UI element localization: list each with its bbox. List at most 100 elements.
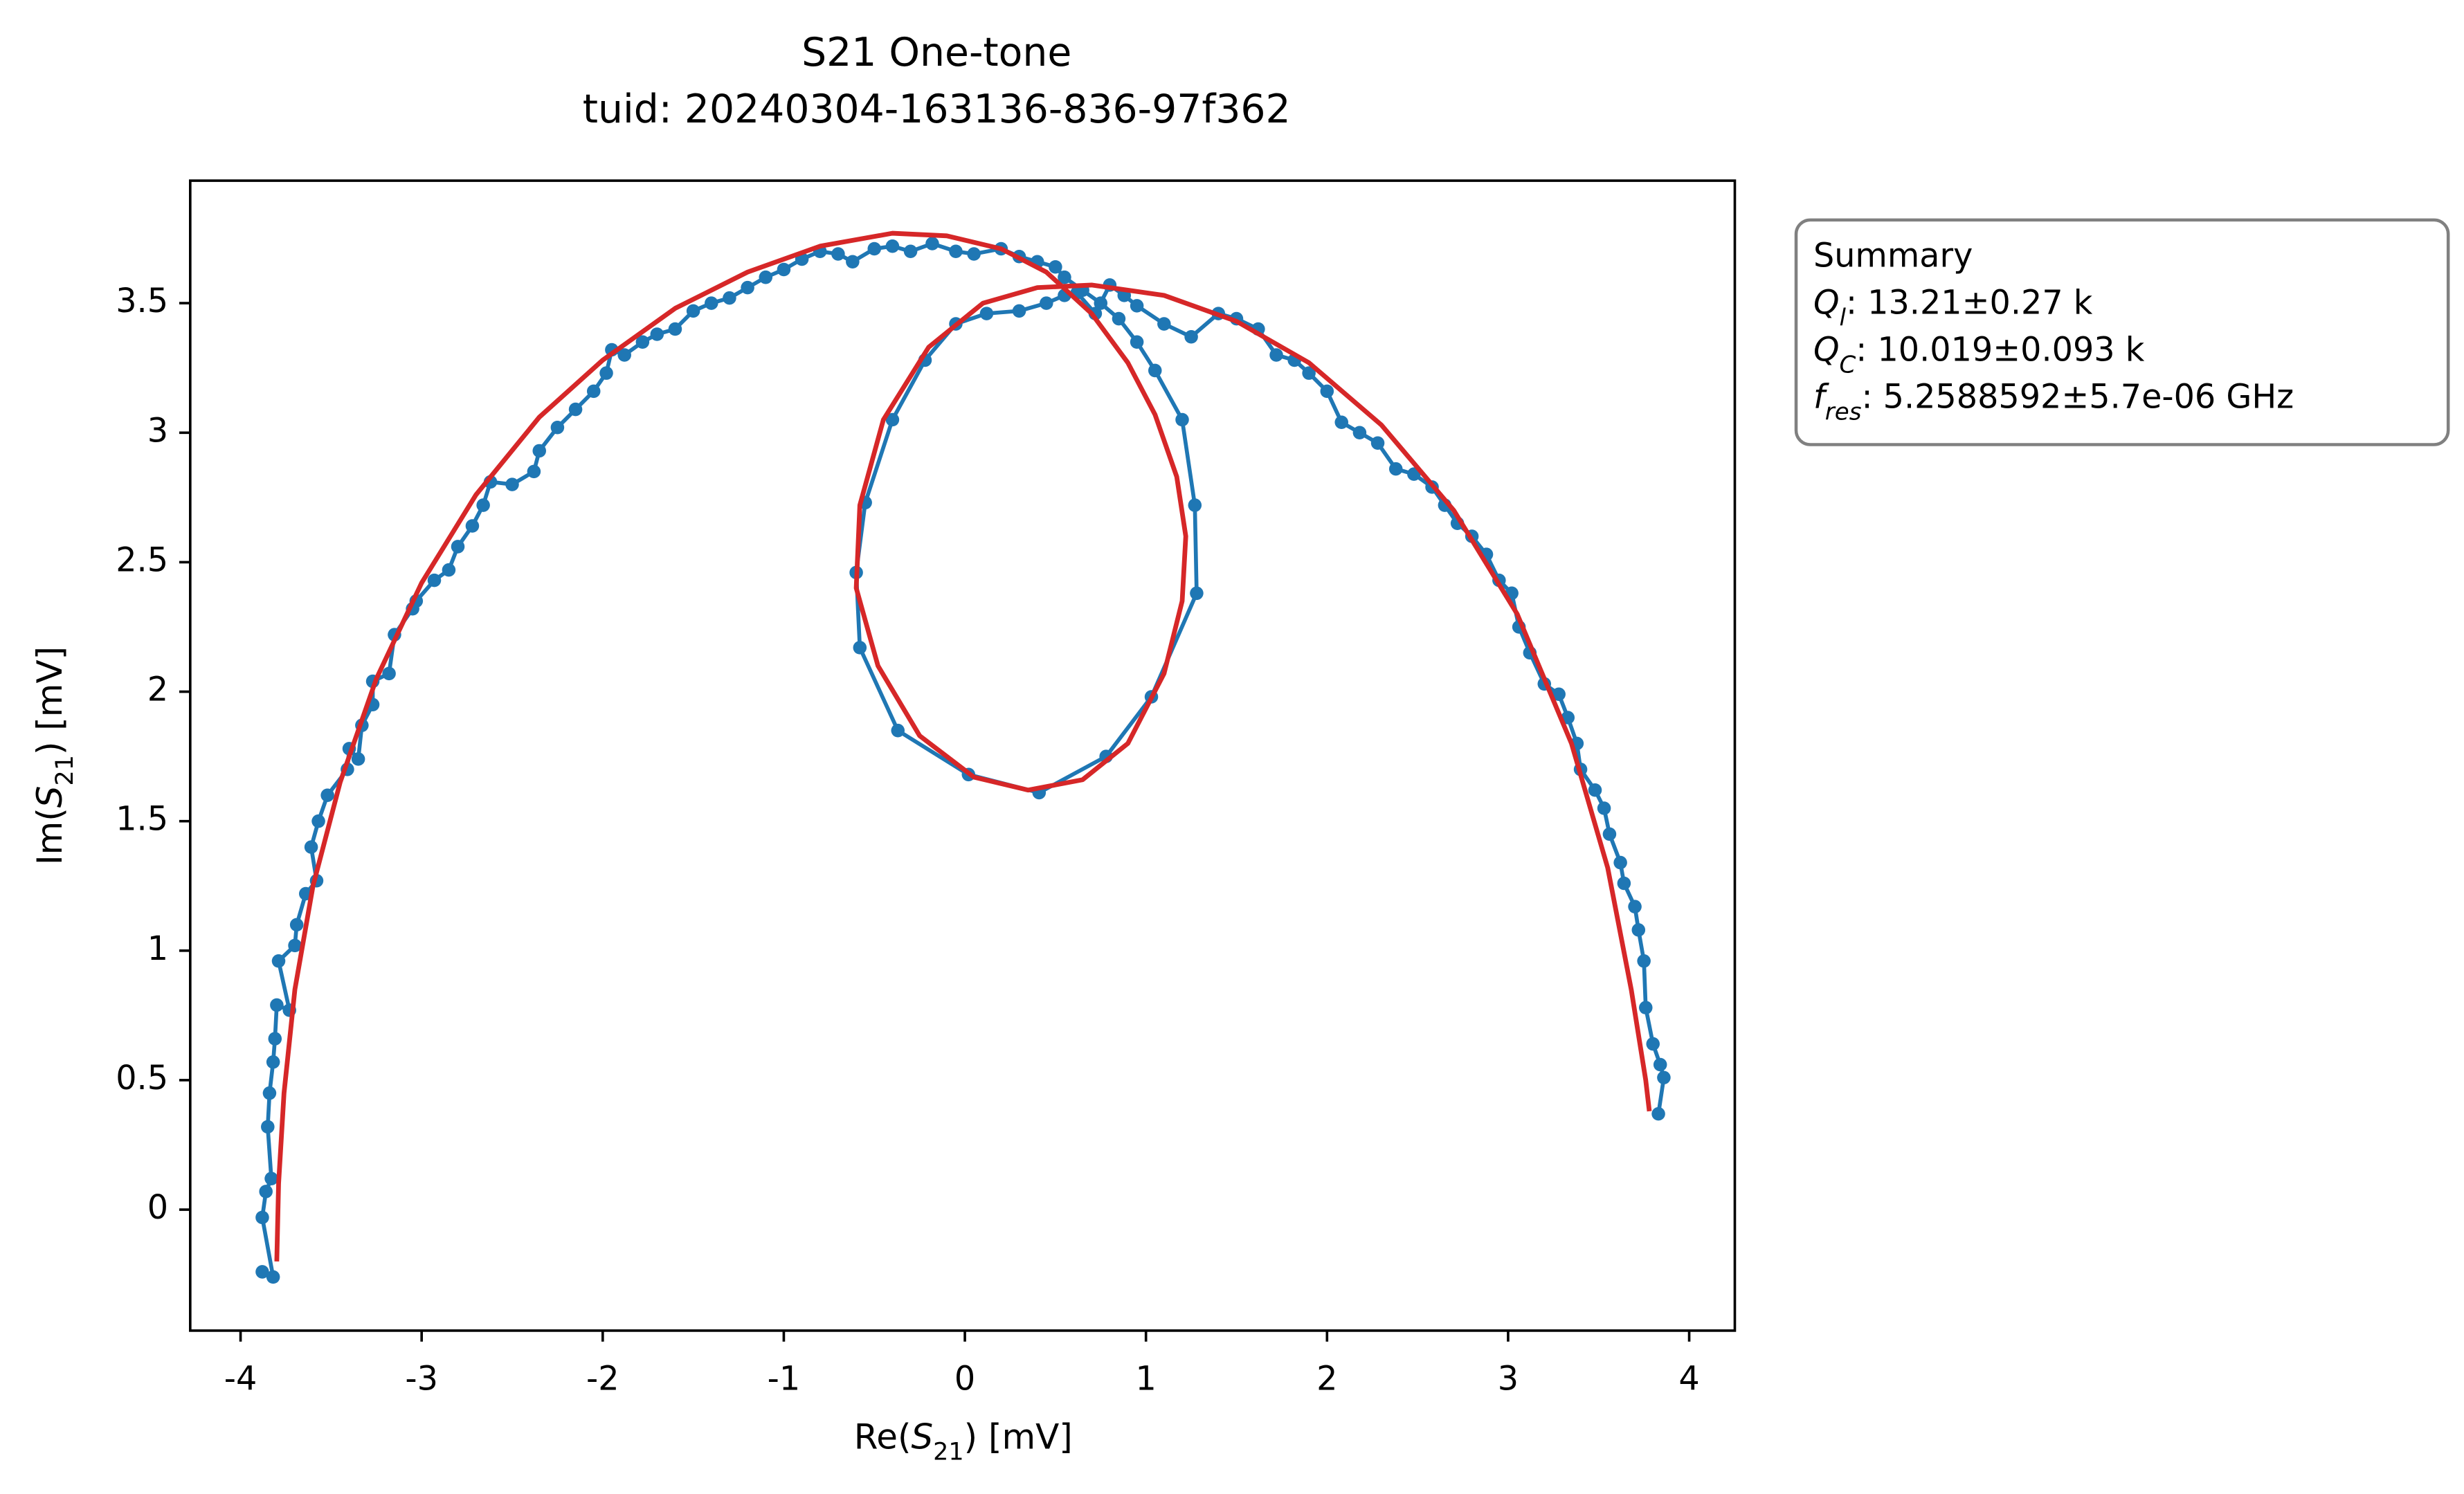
data-point bbox=[686, 304, 700, 318]
summary-subscript: C bbox=[1840, 351, 1856, 379]
data-point bbox=[255, 1265, 269, 1279]
data-point bbox=[1040, 296, 1053, 310]
x-axis-label-part: 21 bbox=[933, 1439, 963, 1466]
data-point bbox=[1653, 1057, 1667, 1072]
y-tick-label: 0 bbox=[147, 1189, 168, 1227]
x-tick-label: 3 bbox=[1498, 1360, 1519, 1399]
fit-line bbox=[274, 230, 1652, 1262]
data-point bbox=[1130, 335, 1144, 349]
data-point bbox=[527, 464, 541, 479]
y-tick-label: 0.5 bbox=[116, 1059, 168, 1097]
data-point bbox=[1388, 462, 1403, 476]
data-point bbox=[532, 444, 547, 458]
data-point bbox=[451, 540, 465, 554]
data-point bbox=[442, 563, 456, 577]
data-point bbox=[259, 1185, 273, 1199]
data-point bbox=[1370, 436, 1385, 450]
data-point bbox=[891, 723, 905, 738]
data-point bbox=[270, 998, 284, 1012]
data-point bbox=[568, 402, 583, 417]
x-tick-label: -4 bbox=[224, 1360, 257, 1399]
data-point bbox=[262, 1086, 277, 1100]
y-tick-label: 3.5 bbox=[116, 282, 168, 320]
data-point bbox=[1657, 1071, 1671, 1084]
data-point bbox=[1148, 363, 1162, 378]
data-point bbox=[1552, 687, 1566, 702]
x-axis-label-part: ) [mV] bbox=[964, 1416, 1073, 1457]
data-point bbox=[382, 666, 396, 681]
data-point bbox=[311, 814, 325, 828]
data-point bbox=[1049, 259, 1062, 274]
data-point bbox=[668, 322, 682, 336]
data-point bbox=[1302, 366, 1316, 380]
chart-subtitle: tuid: 20240304-163136-836-97f362 bbox=[583, 86, 1291, 132]
data-point bbox=[1352, 426, 1367, 440]
data-point bbox=[268, 1032, 282, 1046]
y-tick-label: 2.5 bbox=[116, 541, 168, 579]
summary-heading: Summary bbox=[1813, 237, 1973, 275]
x-tick-label: -3 bbox=[405, 1360, 438, 1399]
data-point bbox=[1628, 900, 1642, 913]
data-point bbox=[1058, 270, 1071, 284]
data-point bbox=[1602, 827, 1617, 841]
data-point bbox=[1175, 412, 1189, 427]
data-point bbox=[1320, 384, 1334, 399]
data-point bbox=[885, 239, 900, 253]
data-point bbox=[1651, 1106, 1665, 1121]
y-tick-label: 1 bbox=[147, 930, 168, 968]
plot-area bbox=[255, 230, 1671, 1284]
data-point bbox=[853, 641, 867, 655]
summary-symbol: Q bbox=[1813, 284, 1840, 322]
x-axis-label-part: S bbox=[911, 1416, 933, 1457]
data-point bbox=[635, 335, 650, 349]
y-axis-label: Im(S21) [mV] bbox=[30, 646, 80, 865]
data-point bbox=[266, 1270, 280, 1284]
data-point bbox=[1646, 1037, 1660, 1051]
data-point bbox=[261, 1120, 275, 1134]
data-point bbox=[1157, 317, 1171, 331]
y-axis-label-part: 21 bbox=[51, 755, 79, 785]
data-point bbox=[1190, 586, 1204, 601]
chart-title: S21 One-tone bbox=[801, 30, 1071, 75]
data-point bbox=[1588, 783, 1602, 797]
data-point bbox=[846, 255, 860, 268]
data-point bbox=[427, 573, 442, 587]
data-point bbox=[723, 291, 736, 305]
data-point bbox=[1112, 311, 1126, 326]
x-tick-label: 4 bbox=[1678, 1360, 1699, 1399]
summary-text: : 5.2588592±5.7e-06 GHz bbox=[1861, 379, 2294, 417]
y-axis-label-part: Im( bbox=[30, 808, 70, 865]
y-tick-label: 3 bbox=[147, 412, 168, 450]
data-point bbox=[967, 247, 981, 261]
data-point bbox=[1637, 954, 1651, 968]
data-point bbox=[266, 1055, 280, 1069]
summary-line: Ql: 13.21±0.27 k bbox=[1813, 284, 2093, 331]
axes-frame bbox=[189, 179, 1737, 1332]
data-point bbox=[599, 366, 613, 380]
summary-subscript: res bbox=[1825, 398, 1862, 426]
x-tick-label: 1 bbox=[1136, 1360, 1157, 1399]
summary-symbol: Q bbox=[1813, 331, 1840, 370]
data-point bbox=[271, 954, 286, 968]
data-point bbox=[1130, 299, 1144, 313]
data-point bbox=[304, 840, 318, 854]
y-tick-label: 1.5 bbox=[116, 801, 168, 839]
data-point bbox=[289, 918, 304, 932]
data-point bbox=[885, 412, 900, 427]
data-point bbox=[465, 519, 480, 533]
data-point bbox=[867, 242, 882, 256]
x-tick-label: -1 bbox=[768, 1360, 801, 1399]
x-tick-label: 2 bbox=[1316, 1360, 1337, 1399]
data-point bbox=[1094, 296, 1108, 310]
data-point bbox=[741, 280, 754, 295]
summary-line: QC: 10.019±0.093 k bbox=[1813, 331, 2145, 379]
data-point bbox=[1638, 1001, 1653, 1014]
data-point bbox=[1334, 415, 1348, 430]
data-point bbox=[903, 244, 918, 259]
x-axis-label-part: Re( bbox=[854, 1416, 912, 1457]
data-point bbox=[1597, 801, 1611, 815]
data-point bbox=[831, 247, 845, 261]
x-tick-label: 0 bbox=[954, 1360, 975, 1399]
data-point bbox=[759, 270, 773, 284]
